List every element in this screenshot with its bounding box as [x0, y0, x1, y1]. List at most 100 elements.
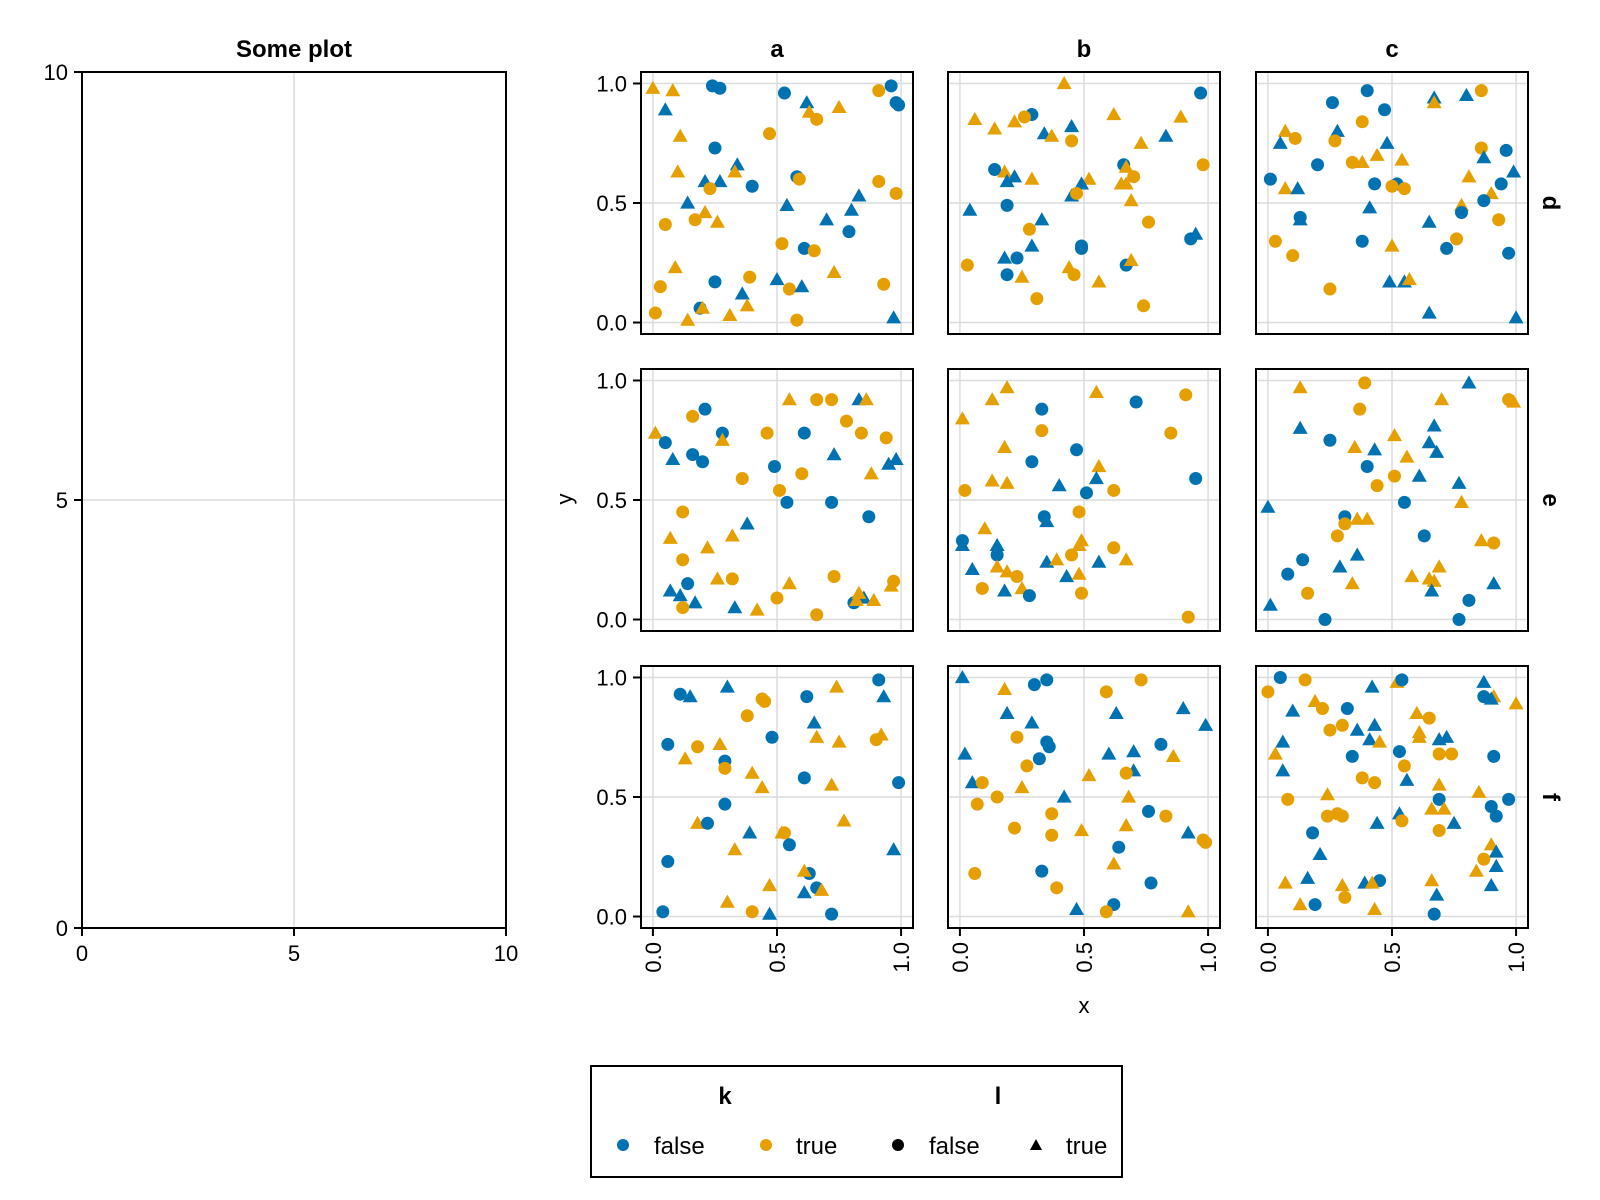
data-point-k-false-l-false: [825, 907, 839, 921]
data-point-k-true-l-true: [954, 411, 970, 425]
data-point-k-true-l-true: [709, 214, 725, 228]
data-point-k-true-l-false: [676, 553, 690, 567]
data-point-k-true-l-false: [686, 409, 700, 423]
data-point-k-true-l-false: [777, 826, 791, 840]
data-point-k-true-l-false: [725, 572, 739, 586]
data-point-k-false-l-false: [1323, 433, 1337, 447]
data-point-k-true-l-true: [997, 681, 1013, 696]
data-point-k-false-l-false: [797, 241, 811, 255]
data-point-k-true-l-false: [1070, 186, 1084, 200]
data-point-k-true-l-false: [960, 258, 974, 272]
data-point-k-true-l-false: [740, 709, 754, 723]
data-point-k-true-l-false: [1142, 215, 1156, 229]
data-point-k-false-l-true: [1508, 310, 1524, 324]
legend-entry-k-false[interactable]: false: [617, 1133, 705, 1160]
panel-frame: [947, 71, 1221, 335]
legend-entry-l-true[interactable]: true: [1030, 1133, 1107, 1160]
data-point-k-true-l-true: [1118, 552, 1134, 566]
data-point-k-true-l-false: [1301, 586, 1315, 600]
data-point-k-false-l-true: [1292, 420, 1308, 434]
data-point-k-false-l-true: [989, 537, 1005, 552]
data-point-k-false-l-true: [1476, 150, 1492, 164]
data-point-k-true-l-true: [1359, 511, 1375, 525]
data-point-k-false-l-true: [819, 212, 835, 226]
left-plot-ytick-label: 10: [44, 60, 68, 85]
data-point-k-false-l-true: [682, 689, 698, 703]
data-point-k-false-l-false: [686, 448, 700, 462]
data-point-k-true-l-false: [653, 280, 667, 294]
panel-frame: [947, 368, 1221, 632]
data-point-k-false-l-false: [673, 687, 687, 701]
data-point-k-true-l-false: [658, 218, 672, 232]
data-point-k-true-l-true: [1123, 252, 1139, 266]
data-point-k-false-l-true: [1198, 717, 1214, 731]
data-point-k-false-l-true: [779, 197, 795, 212]
data-point-k-true-l-true: [647, 425, 663, 439]
data-point-k-true-l-false: [1281, 792, 1295, 806]
data-point-k-false-l-true: [1024, 238, 1040, 252]
data-point-k-true-l-true: [1372, 734, 1388, 748]
data-point-k-false-l-false: [765, 730, 779, 744]
data-point-k-false-l-true: [1488, 858, 1504, 872]
data-point-k-false-l-false: [718, 797, 732, 811]
data-point-k-false-l-true: [1483, 691, 1499, 705]
legend-entry-l-false[interactable]: false: [892, 1133, 980, 1160]
data-point-k-false-l-false: [1112, 840, 1126, 854]
data-point-k-false-l-false: [1311, 158, 1325, 172]
data-point-k-true-l-true: [1473, 533, 1489, 547]
data-point-k-false-l-true: [1056, 789, 1072, 803]
data-point-k-true-l-false: [990, 790, 1004, 804]
panel-b-d: [947, 71, 1221, 335]
data-point-k-true-l-false: [1320, 809, 1334, 823]
data-point-k-false-l-false: [872, 673, 886, 687]
data-point-k-true-l-true: [1354, 154, 1370, 168]
data-point-k-true-l-false: [975, 776, 989, 790]
data-point-k-false-l-true: [1349, 722, 1365, 736]
data-point-k-true-l-true: [1118, 176, 1134, 190]
data-point-k-true-l-false: [1067, 268, 1081, 282]
data-point-k-true-l-false: [1450, 232, 1464, 246]
legend-entry-k-true[interactable]: true: [760, 1133, 837, 1160]
panel-ytick-label: 0.0: [596, 311, 627, 336]
data-point-k-true-l-true: [672, 128, 688, 142]
data-point-k-true-l-true: [665, 83, 681, 97]
data-point-k-false-l-false: [1477, 194, 1491, 208]
data-point-k-false-l-true: [672, 588, 688, 602]
data-point-k-false-l-false: [1325, 96, 1339, 110]
panel-ytick-label: 1.0: [596, 71, 627, 96]
panel-points: [647, 392, 904, 622]
data-point-k-true-l-true: [809, 729, 825, 743]
left-plot-ticks: 0 5 10 0 5 10: [44, 60, 519, 966]
facet-row-title-e: e: [1537, 493, 1564, 506]
data-point-k-false-l-true: [1180, 825, 1196, 839]
data-point-k-false-l-true: [886, 842, 902, 856]
data-point-k-false-l-false: [1032, 752, 1046, 766]
data-point-k-false-l-true: [1369, 815, 1385, 829]
data-point-k-true-l-true: [824, 777, 840, 791]
data-point-k-true-l-false: [763, 127, 777, 141]
data-point-k-true-l-true: [1384, 238, 1400, 252]
data-point-k-true-l-true: [1123, 193, 1139, 207]
data-point-k-false-l-false: [656, 905, 670, 919]
data-point-k-false-l-true: [734, 286, 750, 300]
data-point-k-true-l-false: [1432, 747, 1446, 761]
data-point-k-true-l-true: [999, 380, 1015, 394]
left-plot-title: Some plot: [236, 36, 352, 63]
data-point-k-false-l-false: [1025, 455, 1039, 469]
data-point-k-true-l-false: [1099, 685, 1113, 699]
data-point-k-true-l-true: [987, 121, 1003, 135]
data-point-k-true-l-false: [1196, 158, 1210, 172]
data-point-k-true-l-false: [879, 431, 893, 445]
data-point-k-false-l-true: [954, 537, 970, 552]
data-point-k-false-l-true: [1439, 729, 1455, 743]
data-point-k-false-l-false: [1502, 246, 1516, 260]
y-axis-label: y: [552, 494, 577, 505]
data-point-k-true-l-false: [958, 483, 972, 497]
panel-points: [1261, 670, 1524, 921]
data-point-k-false-l-true: [1451, 475, 1467, 489]
panel-points: [1260, 375, 1522, 627]
data-point-k-false-l-false: [1454, 206, 1468, 220]
data-point-k-true-l-true: [829, 679, 845, 693]
data-point-k-true-l-false: [975, 581, 989, 595]
data-point-k-true-l-false: [1050, 881, 1064, 895]
